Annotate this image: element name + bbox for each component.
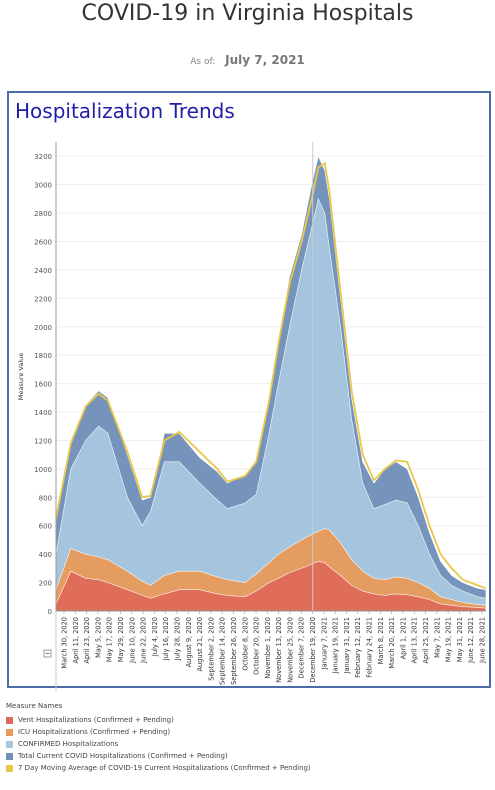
x-tick-label: November 13, 2020 [275,617,283,683]
x-tick-label: August 9, 2020 [185,617,193,667]
legend-item-moving-average[interactable]: 7 Day Moving Average of COVID-19 Current… [6,762,311,774]
x-tick-label: June 22, 2020 [140,617,148,664]
legend-label-icu: ICU Hospitalizations (Confirmed + Pendin… [18,728,171,736]
x-tick-label: June 10, 2020 [128,617,136,664]
y-tick-label: 0 [48,608,52,616]
x-tick-label: April 25, 2021 [422,617,430,664]
x-tick-label: May 17, 2020 [106,617,114,662]
x-tick-label: July 16, 2020 [162,617,170,661]
x-tick-label: February 24, 2021 [366,617,374,678]
legend-label-vent: Vent Hospitalizations (Confirmed + Pendi… [18,716,174,724]
x-tick-label: March 30, 2020 [61,617,69,669]
x-tick-label: September 14, 2020 [219,617,227,685]
y-tick-label: 600 [39,523,52,531]
legend-item-vent[interactable]: Vent Hospitalizations (Confirmed + Pendi… [6,714,311,726]
legend-swatch-confirmed [6,740,13,748]
y-tick-label: 1200 [34,437,52,445]
x-tick-label: May 29, 2020 [117,617,125,662]
x-tick-label: March 20, 2021 [388,617,396,669]
x-tick-label: December 19, 2020 [309,617,317,683]
x-tick-label: September 2, 2020 [207,617,215,681]
card-title: Hospitalization Trends [15,99,235,123]
x-tick-label: October 8, 2020 [241,617,249,671]
y-tick-label: 1400 [34,409,52,417]
x-tick-label: April 13, 2021 [411,617,419,664]
icu-area [55,528,487,612]
legend: Measure Names Vent Hospitalizations (Con… [6,702,311,774]
x-tick-label: September 26, 2020 [230,617,238,685]
moving-average-line [55,161,487,590]
legend-item-confirmed[interactable]: CONFIRMED Hospitalizations [6,738,311,750]
x-tick-label: December 7, 2020 [298,617,306,678]
y-tick-label: 800 [39,494,52,502]
x-tick-label: July 28, 2020 [173,617,181,661]
x-tick-label: July 4, 2020 [151,617,159,657]
x-tick-label: March 8, 2021 [377,617,385,664]
x-tick-label: April 23, 2020 [83,617,91,664]
x-tick-label: November 25, 2020 [286,617,294,683]
y-tick-label: 1000 [34,466,52,474]
legend-label-moving-average: 7 Day Moving Average of COVID-19 Current… [18,764,311,772]
x-tick-label: May 19, 2021 [445,617,453,662]
y-tick-label: 1800 [34,352,52,360]
x-tick-label: May 31, 2021 [456,617,464,662]
x-tick-label: May 7, 2021 [433,617,441,658]
y-tick-label: 200 [39,580,52,588]
legend-swatch-icu [6,728,13,736]
y-tick-label: 2800 [34,210,52,218]
as-of-label: As of: [190,57,216,67]
x-tick-label: January 31, 2021 [343,617,351,674]
y-tick-label: 2400 [34,267,52,275]
legend-item-total[interactable]: Total Current COVID Hospitalizations (Co… [6,750,311,762]
y-tick-label: 2600 [34,238,52,246]
y-tick-label: 2200 [34,295,52,303]
legend-item-icu[interactable]: ICU Hospitalizations (Confirmed + Pendin… [6,726,311,738]
page-title: COVID-19 in Virginia Hospitals [81,1,414,26]
legend-swatch-vent [6,716,13,724]
vent-area [55,560,487,612]
y-tick-label: 2000 [34,324,52,332]
x-tick-label: April 1, 2021 [399,617,407,659]
x-tick-label: June 28, 2021 [479,617,487,664]
legend-label-confirmed: CONFIRMED Hospitalizations [18,740,119,748]
as-of-line: As of: July 7, 2021 [0,53,495,67]
x-tick-label: January 19, 2021 [332,617,340,674]
x-tick-label: November 1, 2020 [264,617,272,679]
y-tick-label: 1600 [34,381,52,389]
x-tick-label: April 11, 2020 [72,617,80,664]
confirmed-area [55,197,487,612]
x-tick-label: August 21, 2020 [196,617,204,672]
legend-title: Measure Names [6,702,63,710]
x-tick-label: October 20, 2020 [253,617,261,675]
y-tick-label: 3000 [34,182,52,190]
x-tick-label: June 12, 2021 [467,617,475,664]
as-of-date: July 7, 2021 [225,53,305,67]
legend-swatch-total [6,752,13,760]
y-axis-title: Measure Value [17,353,25,401]
y-tick-label: 3200 [34,153,52,161]
legend-swatch-moving-average [6,764,13,772]
x-tick-label: January 7, 2021 [320,617,328,670]
x-tick-label: May 5, 2020 [94,617,102,658]
x-tick-label: February 12, 2021 [354,617,362,678]
legend-label-total: Total Current COVID Hospitalizations (Co… [18,752,228,760]
y-tick-label: 400 [39,551,52,559]
